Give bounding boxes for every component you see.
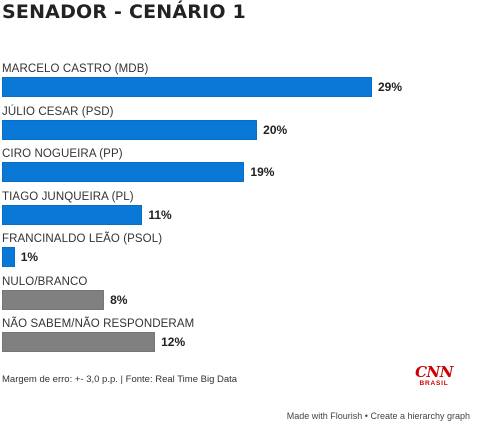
category-label: MARCELO CASTRO (MDB) — [2, 63, 149, 75]
bar[interactable] — [2, 77, 372, 97]
value-label: 20% — [263, 122, 288, 137]
logo-text: CNN — [415, 363, 453, 381]
bar[interactable] — [2, 119, 258, 140]
bar-chart: MARCELO CASTRO (MDB) 29% JÚLIO CESAR (PSD)… — [0, 60, 477, 360]
bar[interactable] — [2, 204, 143, 225]
value-label: 11% — [148, 207, 172, 222]
bar[interactable] — [2, 247, 15, 267]
bar[interactable] — [2, 332, 156, 352]
value-label: 1% — [20, 250, 39, 264]
category-label: FRANCINALDO LEÃO (PSOL) — [2, 233, 163, 245]
category-label: NÃO SABEM/NÃO RESPONDERAM — [2, 318, 195, 330]
category-label: TIAGO JUNQUEIRA (PL) — [2, 190, 134, 203]
value-label: 8% — [110, 292, 128, 307]
value-label: 12% — [161, 335, 186, 349]
logo-subtext: BRASIL — [419, 380, 449, 387]
value-label: 29% — [378, 80, 403, 94]
bar[interactable] — [2, 162, 245, 182]
cnn-brasil-logo: CNN BRASIL — [414, 364, 454, 390]
category-label: NULO/BRANCO — [2, 275, 88, 288]
category-label: CIRO NOGUEIRA (PP) — [2, 148, 123, 160]
chart-title: SENADOR - CENÁRIO 1 — [2, 1, 246, 23]
flourish-attribution[interactable]: Made with Flourish • Create a hierarchy … — [286, 411, 470, 421]
value-label: 19% — [250, 165, 275, 179]
category-label: JÚLIO CESAR (PSD) — [2, 105, 114, 118]
footnote: Margem de erro: +- 3,0 p.p. | Fonte: Rea… — [2, 374, 238, 385]
bar[interactable] — [2, 289, 105, 310]
